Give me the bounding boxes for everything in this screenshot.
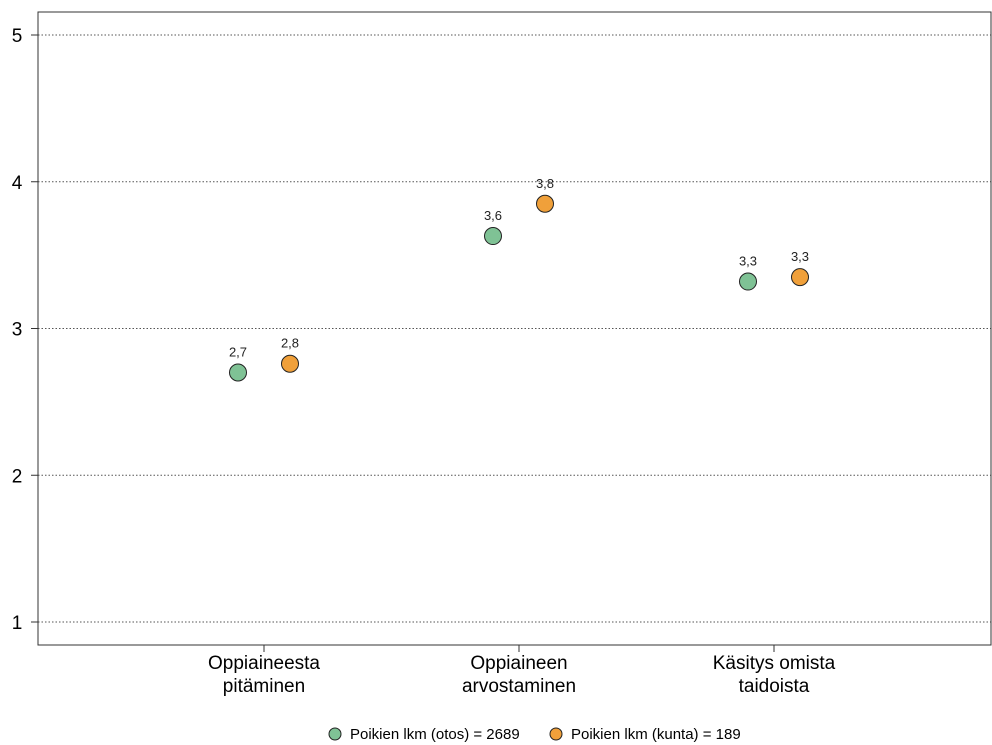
data-label: 3,8 [536,176,554,191]
data-point [229,363,247,382]
data-label: 2,8 [281,336,299,351]
category-label: Oppiaineen arvostaminen [462,653,576,697]
category-label: Käsitys omista taidoista [713,653,836,697]
data-point [484,227,502,246]
data-label: 3,3 [739,254,757,269]
y-axis: 1 2 3 4 5 [12,26,38,634]
legend: Poikien lkm (otos) = 2689 Poikien lkm (ku… [328,726,741,743]
data-points: 2,7 3,6 3,3 2,8 3,8 3,3 [229,176,809,382]
data-point [791,268,809,287]
data-label: 2,7 [229,345,247,360]
data-label: 3,6 [484,208,502,223]
category-label: Oppiaineesta pitäminen [208,653,320,697]
data-label: 3,3 [791,249,809,264]
legend-label: Poikien lkm (kunta) = 189 [571,726,741,743]
y-tick-label: 2 [12,466,23,487]
data-point [281,354,299,373]
y-tick-label: 3 [12,320,23,341]
grid-lines [38,34,992,623]
y-tick-label: 4 [12,173,23,194]
y-tick-label: 1 [12,613,23,634]
x-axis: Oppiaineesta pitäminen Oppiaineen arvostami… [208,645,836,697]
legend-marker [549,727,563,741]
data-point [536,194,554,213]
legend-label: Poikien lkm (otos) = 2689 [350,726,520,743]
y-tick-label: 5 [12,26,23,47]
legend-marker [328,727,342,741]
data-point [739,272,757,291]
